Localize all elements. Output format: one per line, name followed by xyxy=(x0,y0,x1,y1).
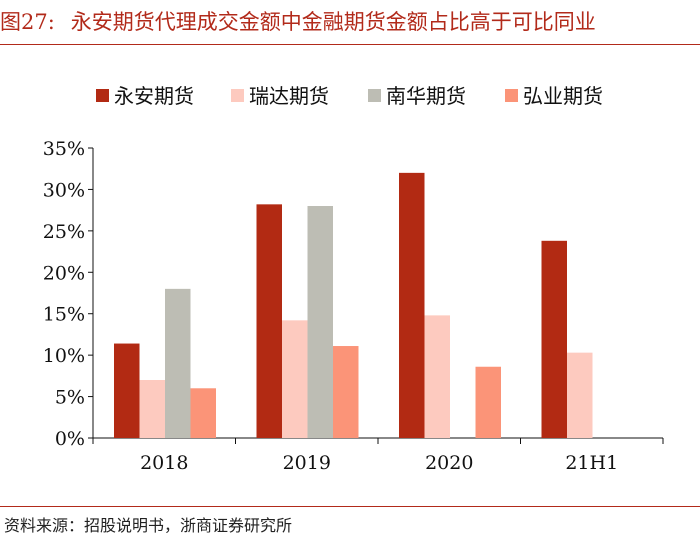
y-tick-label: 25% xyxy=(43,221,85,243)
legend-swatch xyxy=(231,89,244,102)
x-tick-label: 21H1 xyxy=(565,452,618,474)
bar xyxy=(114,343,140,438)
x-tick-label: 2019 xyxy=(283,452,331,474)
bar xyxy=(165,288,191,438)
legend-label: 弘业期货 xyxy=(523,84,603,108)
bar xyxy=(282,320,308,438)
title-rule xyxy=(0,44,700,45)
bar xyxy=(424,315,450,438)
bar-chart: 0% 5% 10% 15% 20% 25% 30% 35% 2018 2019 2020 21H1 永安… xyxy=(43,84,664,474)
legend-swatch xyxy=(505,89,518,102)
source-note: 资料来源：招股说明书，浙商证券研究所 xyxy=(4,516,293,535)
figure-title-text: 永安期货代理成交金额中金融期货金额占比高于可比同业 xyxy=(70,10,596,34)
bar xyxy=(567,352,593,438)
x-tick-label: 2020 xyxy=(425,452,473,474)
bar xyxy=(307,206,333,438)
y-tick-label: 30% xyxy=(43,179,85,201)
figure-number: 图27: xyxy=(0,10,55,34)
y-tick-label: 15% xyxy=(43,304,85,326)
legend-label: 南华期货 xyxy=(386,84,466,108)
bar xyxy=(256,204,282,438)
figure-title: 图27: 永安期货代理成交金额中金融期货金额占比高于可比同业 xyxy=(0,0,700,44)
y-tick-label: 0% xyxy=(55,428,85,450)
bar xyxy=(139,380,165,438)
y-tick-label: 10% xyxy=(43,345,85,367)
bar xyxy=(475,366,501,438)
bar xyxy=(541,240,567,438)
legend-label: 永安期货 xyxy=(114,84,194,108)
legend-label: 瑞达期货 xyxy=(249,84,329,108)
bar xyxy=(399,172,425,438)
bar xyxy=(333,346,359,438)
legend-swatch xyxy=(368,89,381,102)
y-tick-label: 5% xyxy=(55,387,85,409)
bar xyxy=(190,388,216,438)
source-rule xyxy=(0,506,700,507)
y-tick-label: 20% xyxy=(43,262,85,284)
y-tick-label: 35% xyxy=(43,138,85,160)
legend-swatch xyxy=(96,89,109,102)
x-tick-label: 2018 xyxy=(140,452,188,474)
